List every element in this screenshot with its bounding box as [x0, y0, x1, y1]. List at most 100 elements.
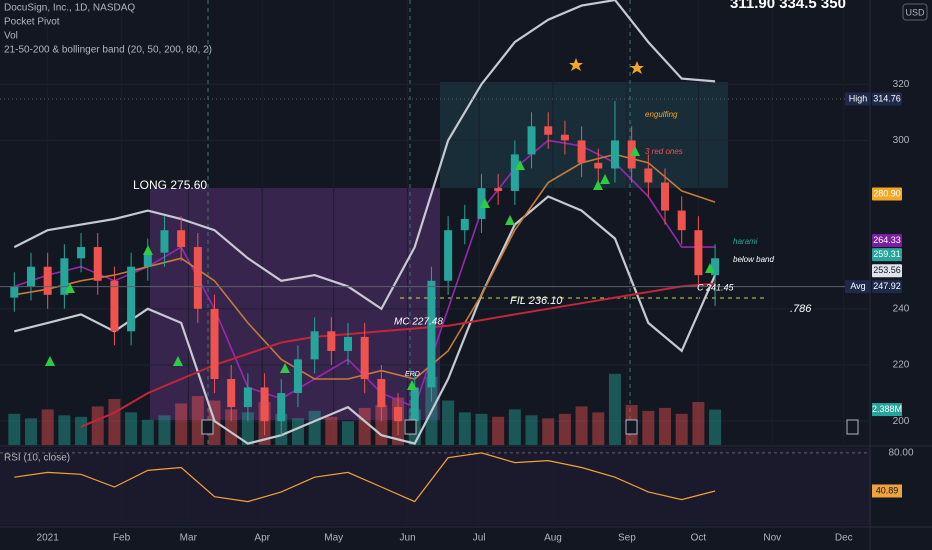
candle-body	[610, 140, 619, 169]
signal-triangle	[505, 215, 515, 225]
volume-bar	[542, 418, 555, 445]
candle-body	[327, 331, 336, 351]
volume-bar	[8, 413, 21, 445]
stars	[569, 58, 644, 74]
annotation: .786	[790, 303, 812, 315]
candle-body	[210, 308, 219, 380]
volume-bar	[175, 403, 188, 445]
candle-body	[26, 266, 35, 287]
x-tick-label: Dec	[835, 533, 853, 544]
x-tick-label: Jul	[473, 533, 486, 544]
currency: USD	[905, 7, 925, 17]
candle-body	[560, 134, 569, 141]
candle-body	[527, 126, 536, 155]
candle-body	[494, 188, 503, 191]
candle-body	[243, 387, 252, 408]
signal-triangle	[65, 283, 75, 293]
annotation: 3 red ones	[645, 147, 683, 156]
x-tick-label: Oct	[691, 533, 707, 544]
price-label-box	[872, 234, 902, 248]
candle-body	[10, 286, 19, 298]
candle-body	[661, 182, 670, 211]
annotation: below band	[733, 255, 774, 264]
x-tick-label: Feb	[113, 533, 131, 544]
signals	[45, 146, 715, 390]
candle-body	[394, 407, 403, 422]
volume-bar	[458, 412, 471, 445]
x-tick-label: Jun	[400, 533, 416, 544]
signal-triangle	[480, 198, 490, 208]
annotation: engulfing	[645, 110, 678, 119]
volume-bar	[492, 416, 505, 445]
volume-bar	[358, 407, 371, 445]
price-label: 259.31	[873, 249, 901, 259]
earnings-markers	[201, 419, 859, 435]
price-label: 253.56	[873, 265, 901, 275]
volume-bar	[592, 412, 605, 445]
signal-triangle	[143, 245, 153, 255]
signal-triangle	[173, 356, 183, 366]
x-tick-label: 2021	[37, 533, 60, 544]
volume-bar	[91, 406, 104, 445]
candle-body	[427, 280, 436, 388]
signal-triangle	[515, 160, 525, 170]
candle-body	[510, 154, 519, 191]
target-box	[440, 82, 728, 188]
volume-bar	[158, 415, 171, 445]
rsi-title: RSI (10, close)	[4, 453, 70, 464]
volume-bar	[558, 413, 571, 445]
candle-body	[293, 359, 302, 394]
volume-bar	[642, 410, 655, 445]
candle-body	[143, 252, 152, 267]
currency-badge	[902, 3, 928, 21]
volume-bar	[608, 373, 621, 445]
volume-bar	[659, 407, 672, 445]
signal-triangle	[45, 356, 55, 366]
y-tick-label: 240	[893, 303, 910, 314]
volume-bar	[475, 413, 488, 445]
volume-bar	[291, 418, 304, 445]
signal-triangle	[280, 363, 290, 373]
candle-body	[110, 280, 119, 332]
volume-bar	[692, 401, 705, 445]
x-tick-label: Apr	[254, 533, 270, 544]
rsi-label-box	[872, 484, 902, 498]
price-label-box	[872, 264, 902, 278]
annotation: MC 227.48	[394, 317, 443, 328]
price-label-name: Avg	[850, 281, 865, 291]
annotation: FIL 236.10	[510, 295, 563, 307]
indicator-name: 21-50-200 & bollinger band (20, 50, 200,…	[4, 45, 212, 56]
price-label-box	[872, 280, 902, 294]
price-label-box	[872, 187, 902, 201]
candle-body	[377, 379, 386, 408]
rsi-band	[0, 448, 870, 525]
y-tick-label: 200	[893, 416, 910, 427]
price-label-box	[872, 92, 902, 106]
candle-body	[644, 168, 653, 183]
volume-bar	[75, 416, 88, 445]
x-tick-label: Aug	[544, 533, 562, 544]
price-label: 314.76	[873, 93, 901, 103]
candle-body	[160, 230, 169, 253]
candle-body	[677, 210, 686, 231]
candle-body	[93, 247, 102, 281]
volume-bar	[342, 421, 354, 445]
volume-bar	[575, 406, 588, 445]
annotation: harami	[733, 237, 758, 246]
signal-triangle	[705, 263, 715, 273]
volume-bar	[191, 396, 204, 445]
volume-bar	[675, 413, 688, 445]
earnings-marker	[846, 419, 859, 435]
volume-bar	[442, 400, 455, 445]
volume-bar	[41, 409, 54, 445]
volume-bar	[225, 409, 238, 445]
y-tick-label: 220	[893, 360, 910, 371]
x-tick-label: May	[324, 533, 343, 544]
candle-body	[310, 331, 319, 360]
candle-body	[227, 379, 236, 408]
price-label-name-box	[845, 280, 871, 294]
price-label: 264.33	[873, 235, 901, 245]
rsi-tick-label: 80.00	[888, 447, 913, 458]
candle-body	[177, 230, 186, 248]
